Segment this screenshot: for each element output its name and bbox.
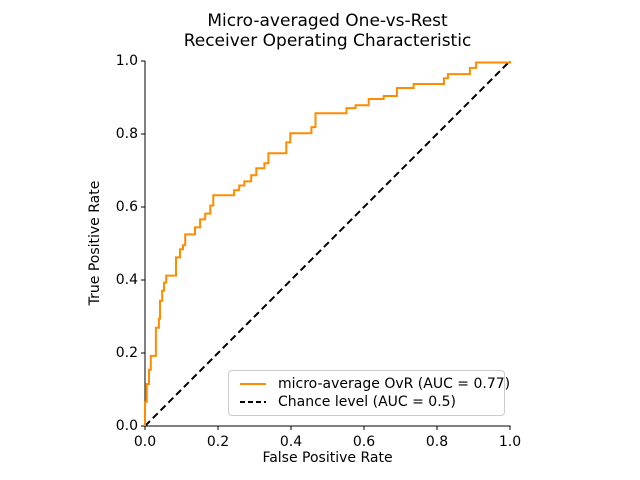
legend-line-swatch-solid (240, 382, 266, 385)
x-tick-label: 1.0 (498, 434, 522, 450)
x-tick-label: 0.2 (206, 434, 230, 450)
x-tick-label: 0.0 (133, 434, 157, 450)
legend-label-chance-level: Chance level (AUC = 0.5) (278, 394, 457, 411)
x-tick-label: 0.8 (425, 434, 449, 450)
y-tick-label: 0.4 (115, 272, 138, 288)
legend-entry-micro-average: micro-average OvR (AUC = 0.77) (238, 376, 510, 392)
x-tick-label: 0.4 (279, 434, 303, 450)
chart-title-line2: Receiver Operating Characteristic (183, 31, 472, 51)
chance-level-line (144, 60, 511, 427)
legend-line-swatch-dashed (240, 401, 266, 404)
legend-entry-chance-level: Chance level (AUC = 0.5) (238, 394, 495, 410)
y-tick-label: 0.2 (115, 345, 138, 361)
roc-step-curve (144, 61, 511, 426)
chart-title-line1: Micro-averaged One-vs-Rest (207, 11, 448, 31)
chart-title: Micro-averaged One-vs-Rest Receiver Oper… (145, 11, 510, 51)
y-tick-label: 0.8 (115, 126, 138, 142)
x-tick-label: 0.6 (352, 434, 376, 450)
x-axis-label: False Positive Rate (262, 450, 393, 466)
y-tick-label: 0.0 (115, 418, 138, 434)
legend: micro-average OvR (AUC = 0.77) Chance le… (228, 370, 510, 416)
y-tick-label: 1.0 (115, 53, 138, 69)
legend-label-micro-average: micro-average OvR (AUC = 0.77) (278, 375, 511, 392)
y-axis-label: True Positive Rate (87, 180, 103, 306)
y-tick-label: 0.6 (115, 199, 138, 215)
